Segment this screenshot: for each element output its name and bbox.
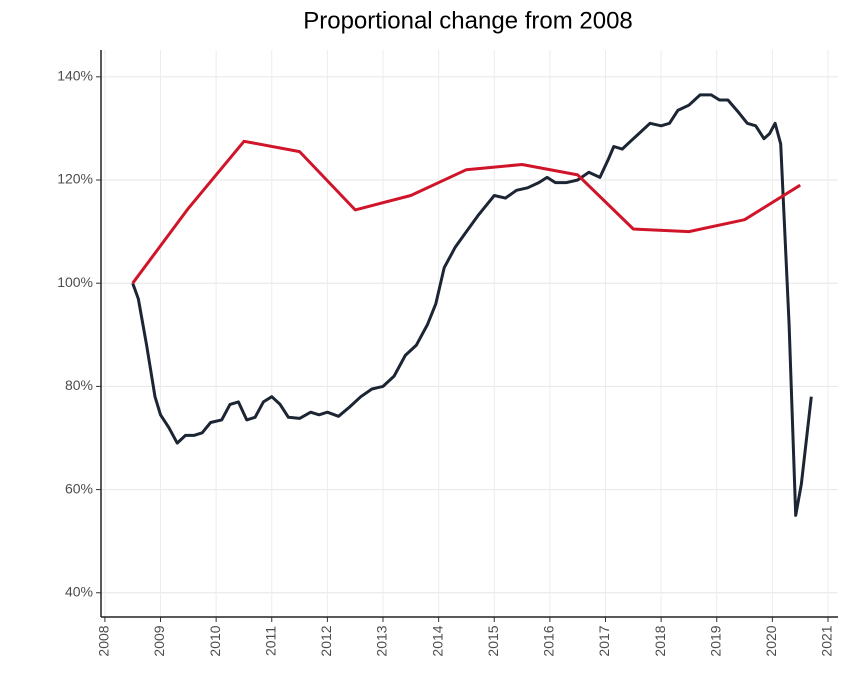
x-tick-label: 2017: [596, 625, 612, 656]
y-tick-label: 100%: [57, 274, 93, 290]
x-tick-label: 2016: [541, 625, 557, 656]
y-tick-label: 120%: [57, 171, 93, 187]
y-tick-label: 140%: [57, 68, 93, 84]
x-tick-label: 2018: [652, 625, 668, 656]
line-series: [131, 139, 801, 285]
chart-title: Proportional change from 2008: [303, 7, 633, 34]
y-tick-label: 60%: [65, 480, 93, 496]
x-tick-label: 2020: [763, 625, 779, 656]
y-tick-label: 40%: [65, 583, 93, 599]
line-series: [131, 93, 813, 517]
x-tick-label: 2021: [819, 625, 835, 656]
y-tick-label: 80%: [65, 377, 93, 393]
x-tick-label: 2012: [318, 625, 334, 656]
x-tick-label: 2015: [485, 625, 501, 656]
x-tick-label: 2009: [151, 625, 167, 656]
x-tick-label: 2014: [429, 625, 445, 656]
x-tick-label: 2008: [96, 625, 112, 656]
x-tick-label: 2019: [707, 625, 723, 656]
x-tick-label: 2010: [207, 625, 223, 656]
x-tick-label: 2011: [262, 626, 278, 656]
x-tick-label: 2013: [374, 625, 390, 656]
